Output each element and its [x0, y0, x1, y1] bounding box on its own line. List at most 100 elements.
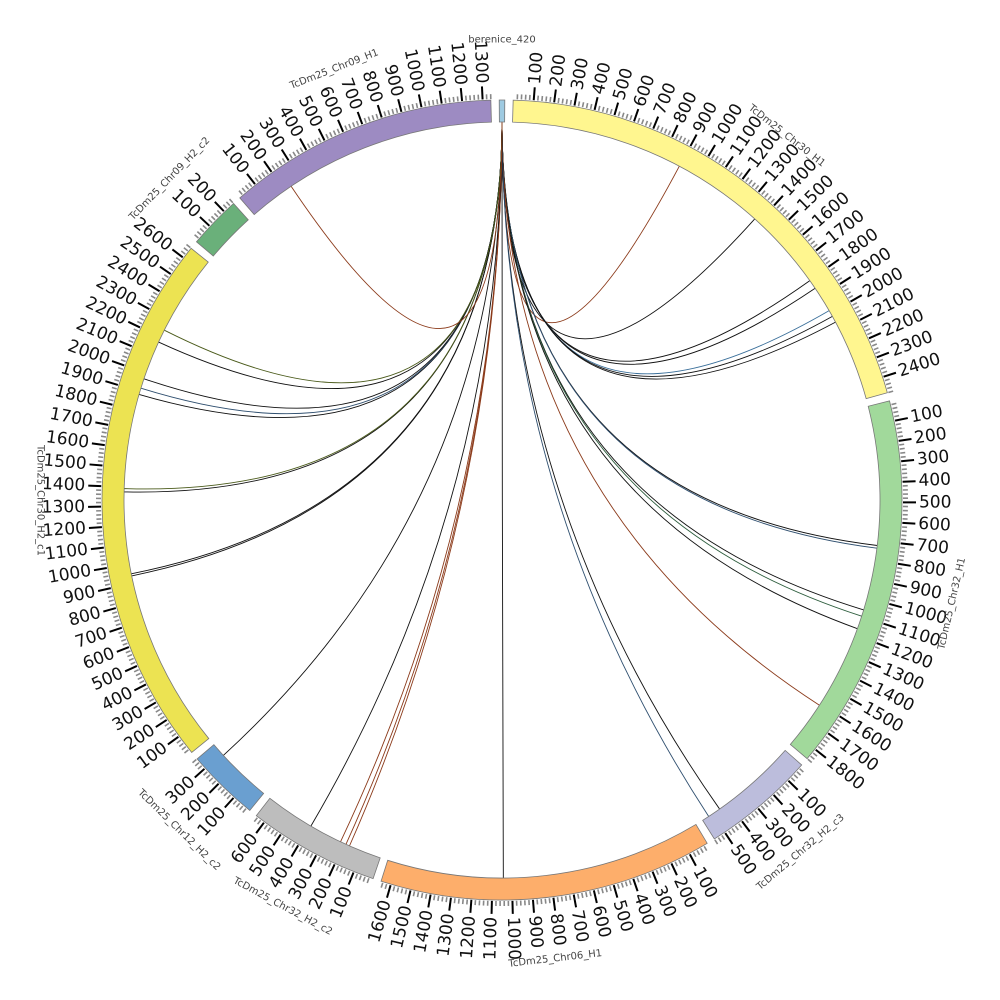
- minor-tick: [133, 328, 139, 332]
- minor-tick: [549, 96, 552, 102]
- minor-tick: [106, 406, 112, 410]
- minor-tick: [700, 147, 705, 153]
- minor-tick: [445, 897, 448, 903]
- minor-tick: [122, 642, 128, 646]
- link-TcDm25_Chr30_H2_c1: [164, 121, 503, 384]
- minor-tick: [861, 676, 867, 680]
- minor-tick: [804, 234, 810, 239]
- minor-tick: [674, 861, 679, 867]
- minor-tick: [880, 630, 886, 634]
- minor-tick: [104, 583, 111, 586]
- minor-tick: [629, 115, 633, 121]
- minor-tick: [101, 563, 107, 566]
- minor-tick: [111, 386, 117, 390]
- minor-tick: [302, 849, 307, 855]
- major-tick: [859, 679, 873, 688]
- minor-tick: [796, 224, 802, 230]
- minor-tick: [644, 120, 649, 126]
- major-tick: [417, 94, 423, 108]
- major-tick: [93, 566, 107, 572]
- minor-tick: [820, 253, 826, 258]
- minor-tick: [180, 250, 186, 255]
- major-tick: [898, 437, 912, 442]
- minor-tick: [820, 742, 826, 747]
- minor-tick: [793, 774, 799, 779]
- tick-label: 100: [909, 401, 945, 427]
- minor-tick: [640, 875, 644, 882]
- minor-tick: [121, 638, 127, 642]
- major-tick: [707, 144, 716, 157]
- ideogram-TcDm25_Chr12_H2_c2: [196, 744, 265, 812]
- minor-tick: [105, 410, 111, 414]
- minor-tick: [423, 101, 427, 107]
- major-tick: [670, 863, 678, 876]
- major-tick: [263, 160, 273, 173]
- minor-tick: [256, 819, 262, 825]
- minor-tick: [692, 851, 697, 858]
- minor-tick: [731, 167, 737, 173]
- major-tick: [224, 797, 235, 809]
- minor-tick: [888, 390, 894, 394]
- minor-tick: [375, 113, 379, 119]
- minor-tick: [147, 694, 153, 699]
- minor-tick: [108, 599, 114, 603]
- minor-tick: [232, 800, 238, 805]
- minor-tick: [456, 96, 459, 102]
- minor-tick: [812, 243, 818, 248]
- minor-tick: [822, 739, 828, 744]
- minor-tick: [117, 366, 124, 371]
- minor-tick: [830, 266, 836, 271]
- minor-tick: [796, 771, 802, 776]
- minor-tick: [216, 209, 222, 215]
- tick-label: 700: [915, 535, 949, 558]
- minor-tick: [568, 895, 572, 901]
- major-tick: [280, 148, 290, 162]
- ideogram-TcDm25_Chr30_H2_c1: [101, 247, 210, 754]
- minor-tick: [100, 439, 106, 442]
- minor-tick: [329, 131, 333, 138]
- segment-label: TcDm25_Chr30_H2_c1: [34, 444, 45, 556]
- minor-tick: [383, 111, 387, 117]
- major-tick: [406, 890, 412, 904]
- minor-tick: [565, 99, 568, 105]
- minor-tick: [784, 783, 790, 788]
- minor-tick: [770, 198, 775, 204]
- minor-tick: [203, 771, 208, 776]
- minor-tick: [351, 122, 356, 128]
- minor-tick: [335, 865, 340, 871]
- link-TcDm25_Chr32_H1: [501, 121, 858, 630]
- minor-tick: [686, 139, 690, 145]
- minor-tick: [899, 554, 905, 558]
- minor-tick: [843, 287, 849, 292]
- minor-tick: [660, 126, 664, 133]
- minor-tick: [366, 877, 370, 884]
- minor-tick: [721, 160, 726, 166]
- major-tick: [376, 104, 383, 118]
- minor-tick: [120, 359, 126, 363]
- minor-tick: [415, 102, 419, 109]
- minor-tick: [861, 320, 867, 325]
- minor-tick: [164, 722, 170, 727]
- minor-tick: [714, 155, 719, 161]
- minor-tick: [763, 802, 769, 808]
- major-tick: [290, 844, 300, 858]
- ideogram-TcDm25_Chr09_H2_c2: [195, 202, 249, 257]
- minor-tick: [238, 805, 244, 811]
- minor-tick: [874, 350, 881, 355]
- major-tick: [827, 732, 840, 742]
- minor-tick: [585, 891, 588, 898]
- minor-tick: [834, 273, 840, 278]
- minor-tick: [317, 137, 322, 143]
- major-tick: [815, 748, 827, 759]
- minor-tick: [244, 184, 250, 190]
- major-tick: [119, 340, 133, 348]
- minor-tick: [766, 799, 772, 805]
- minor-tick: [873, 347, 879, 351]
- major-tick: [397, 98, 403, 113]
- major-tick: [901, 459, 915, 463]
- minor-tick: [895, 422, 901, 426]
- minor-tick: [881, 626, 888, 630]
- link-TcDm25_Chr30_H2_c1: [124, 121, 503, 493]
- minor-tick: [122, 355, 128, 359]
- ideogram-TcDm25_Chr32_H2_c2: [255, 797, 381, 880]
